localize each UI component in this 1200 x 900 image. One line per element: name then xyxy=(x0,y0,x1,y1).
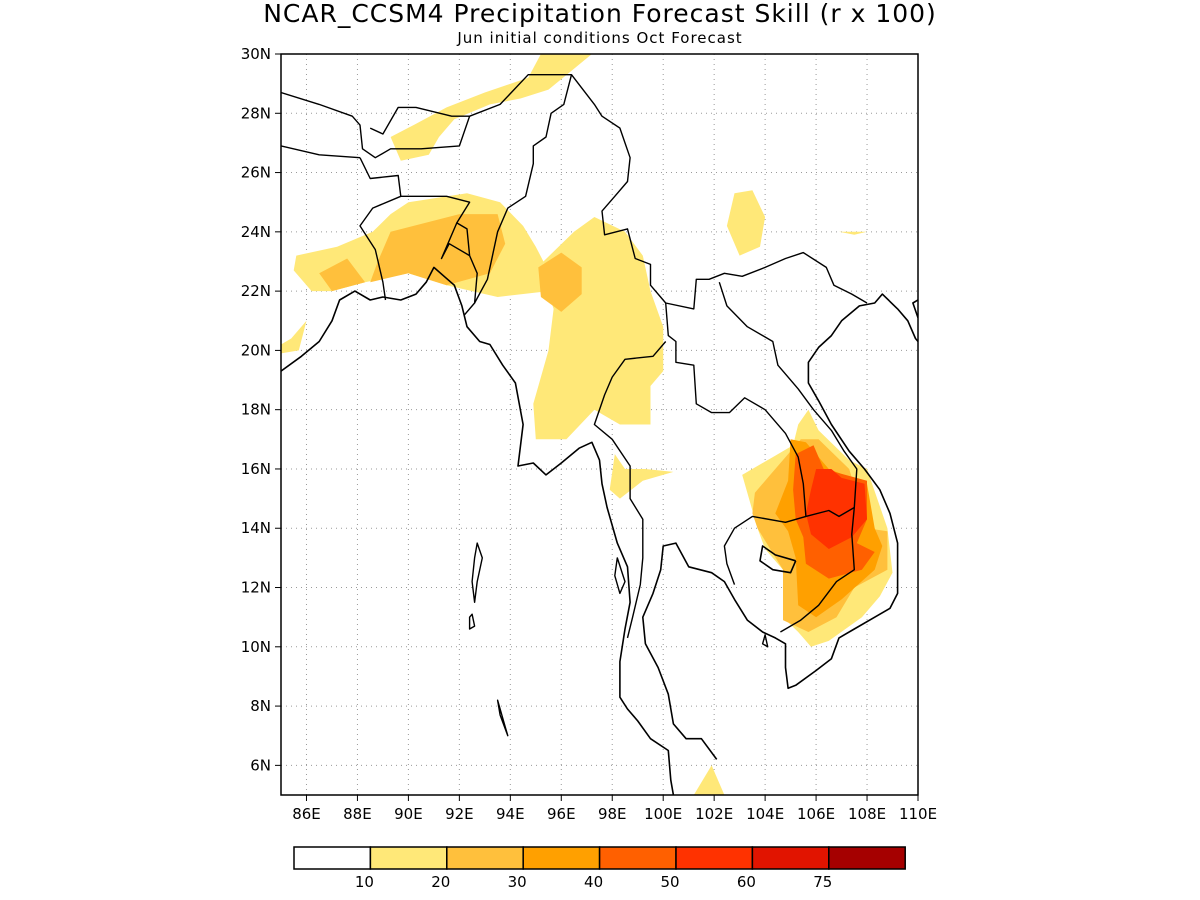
lon-tick-label: 108E xyxy=(848,805,886,823)
border-3 xyxy=(400,195,478,316)
colorbar-label: 50 xyxy=(660,873,679,891)
border-5 xyxy=(469,73,868,310)
lon-tick-label: 98E xyxy=(598,805,627,823)
colorbar-label: 20 xyxy=(431,873,450,891)
colorbar-swatch-0 xyxy=(293,846,372,870)
coastline-3 xyxy=(759,545,797,574)
longitude-axis: 86E 88E 90E 92E 94E 96E 98E 100E 102E 104E 106E 108… xyxy=(292,795,937,823)
lat-tick-label: 10N xyxy=(241,638,271,656)
border-9 xyxy=(780,507,855,633)
colorbar-label: 40 xyxy=(584,873,603,891)
colorbar-swatch-7 xyxy=(828,846,906,870)
lon-tick-label: 86E xyxy=(292,805,321,823)
colorbar-swatch-5 xyxy=(675,846,754,870)
skill-region-9 xyxy=(370,214,506,286)
island-1 xyxy=(468,613,476,630)
map-subtitle: Jun initial conditions Oct Forecast xyxy=(457,29,743,47)
colorbar-label: 75 xyxy=(813,873,832,891)
coastline-0 xyxy=(281,266,675,795)
skill-region-10 xyxy=(319,258,366,292)
skill-region-4 xyxy=(609,454,674,499)
lat-tick-label: 8N xyxy=(250,697,271,715)
island-2 xyxy=(496,699,509,737)
map-frame xyxy=(280,53,919,796)
lat-tick-label: 28N xyxy=(241,104,271,122)
skill-region-7 xyxy=(839,231,867,235)
border-8 xyxy=(723,515,807,585)
border-10 xyxy=(593,341,667,639)
latitude-axis: 6N 8N 10N 12N 14N 16N 18N 20N 22N 24N 26N 28N 30N xyxy=(241,45,281,774)
lon-tick-label: 90E xyxy=(394,805,423,823)
lon-tick-label: 100E xyxy=(644,805,682,823)
map-title: NCAR_CCSM4 Precipitation Forecast Skill … xyxy=(263,0,937,28)
lat-tick-label: 16N xyxy=(241,460,271,478)
lat-tick-label: 22N xyxy=(241,282,271,300)
coastline-2 xyxy=(912,299,918,319)
border-1 xyxy=(281,145,361,159)
lat-tick-label: 6N xyxy=(250,756,271,774)
colorbar-label: 10 xyxy=(355,873,374,891)
lat-tick-label: 12N xyxy=(241,579,271,597)
lon-tick-label: 104E xyxy=(746,805,784,823)
island-0 xyxy=(471,542,483,603)
lon-tick-label: 102E xyxy=(695,805,733,823)
colorbar: 10 20 30 40 50 60 75 xyxy=(293,846,906,891)
skill-region-11 xyxy=(538,252,582,312)
lat-tick-label: 24N xyxy=(241,223,271,241)
lon-tick-label: 110E xyxy=(899,805,937,823)
lon-tick-label: 96E xyxy=(547,805,576,823)
lon-tick-label: 94E xyxy=(496,805,525,823)
lon-tick-label: 92E xyxy=(445,805,474,823)
lat-tick-label: 14N xyxy=(241,519,271,537)
colorbar-swatch-4 xyxy=(598,846,677,870)
skill-region-8 xyxy=(693,765,725,795)
coastlines xyxy=(281,266,918,795)
border-2 xyxy=(359,157,402,301)
skill-region-0 xyxy=(390,54,592,161)
island-3 xyxy=(614,557,626,595)
island-4 xyxy=(761,634,769,648)
skill-region-3 xyxy=(281,320,307,354)
colorbar-label: 30 xyxy=(508,873,527,891)
map-background xyxy=(281,54,918,795)
lon-tick-label: 88E xyxy=(343,805,372,823)
colorbar-swatch-6 xyxy=(751,846,830,870)
border-6 xyxy=(473,74,573,304)
colorbar-swatch-2 xyxy=(446,846,524,870)
colorbar-swatch-3 xyxy=(522,846,601,870)
lat-tick-label: 20N xyxy=(241,341,271,359)
colorbar-label: 60 xyxy=(737,873,756,891)
border-0 xyxy=(281,91,471,159)
skill-region-6 xyxy=(726,190,766,256)
country-borders xyxy=(281,73,868,639)
lat-tick-label: 30N xyxy=(241,45,271,63)
lat-tick-label: 26N xyxy=(241,164,271,182)
lon-tick-label: 106E xyxy=(797,805,835,823)
colorbar-swatch-1 xyxy=(369,846,448,870)
coastline-1 xyxy=(641,293,918,760)
border-4 xyxy=(440,222,470,260)
lat-tick-label: 18N xyxy=(241,401,271,419)
